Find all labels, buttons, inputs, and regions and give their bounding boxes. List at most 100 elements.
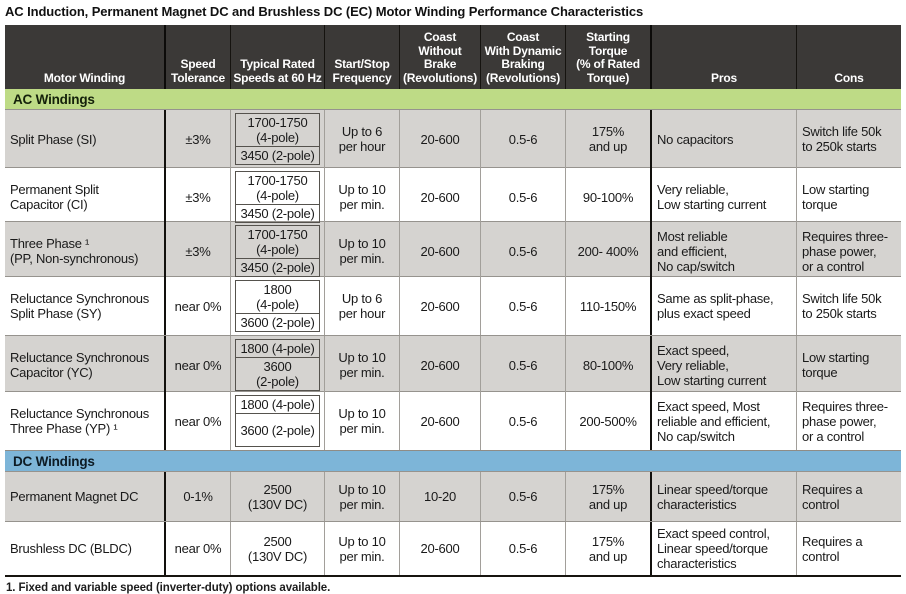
cell-coast-dynamic-braking: 0.5-6 <box>481 392 566 450</box>
cell-starting-torque: 175% and up <box>566 472 652 521</box>
cell-name: Permanent Split Capacitor (CI) <box>5 168 166 226</box>
cell-coast-dynamic-braking: 0.5-6 <box>481 336 566 394</box>
speed-box: 1700-1750 (4-pole) 3450 (2-pole) <box>235 225 320 277</box>
cell-start-stop-frequency: Up to 10 per min. <box>325 222 400 280</box>
speed-box-bottom: 3450 (2-pole) <box>240 206 315 221</box>
cell-speed-tolerance: near 0% <box>166 277 231 335</box>
table-row-split-phase: Split Phase (SI) ±3% 1700-1750 (4-pole) … <box>5 109 901 168</box>
cell-pros: Linear speed/torque characteristics <box>652 472 797 521</box>
cell-pros: Exact speed, Very reliable, Low starting… <box>652 336 797 394</box>
cell-name: Reluctance Synchronous Capacitor (YC) <box>5 336 166 394</box>
speed-box-top: 1800 (4-pole) <box>236 281 319 314</box>
speed-box-bottom: 3600 (2-pole) <box>240 315 315 330</box>
speed-box-bottom: 3600 (2-pole) <box>256 359 299 389</box>
header-pros: Pros <box>652 25 797 89</box>
cell-coast-without-brake: 20-600 <box>400 522 481 575</box>
cell-rated-speeds: 1800 (4-pole) 3600 (2-pole) <box>231 277 325 335</box>
table-row-permanent-split-capacitor: Permanent Split Capacitor (CI) ±3% 1700-… <box>5 167 901 226</box>
cell-starting-torque: 175% and up <box>566 110 652 168</box>
cell-pros: Exact speed, Most reliable and efficient… <box>652 392 797 450</box>
cell-starting-torque: 110-150% <box>566 277 652 335</box>
cell-speed-tolerance: near 0% <box>166 392 231 450</box>
cell-start-stop-frequency: Up to 10 per min. <box>325 336 400 394</box>
speed-box-bottom: 3450 (2-pole) <box>240 260 315 275</box>
cell-starting-torque: 80-100% <box>566 336 652 394</box>
cell-cons: Switch life 50k to 250k starts <box>802 291 882 321</box>
cell-start-stop-frequency: Up to 6 per hour <box>325 277 400 335</box>
cell-name: Reluctance Synchronous Split Phase (SY) <box>5 277 166 335</box>
section-dc-windings: DC Windings <box>5 450 901 471</box>
cell-speed-tolerance: near 0% <box>166 522 231 575</box>
header-rated-speeds: Typical Rated Speeds at 60 Hz <box>231 25 325 89</box>
speed-box: 1800 (4-pole) 3600 (2-pole) <box>235 395 320 447</box>
cell-name: Permanent Magnet DC <box>5 472 166 521</box>
cell-starting-torque: 200-500% <box>566 392 652 450</box>
table-row-brushless-dc: Brushless DC (BLDC) near 0% 2500 (130V D… <box>5 521 901 575</box>
cell-start-stop-frequency: Up to 6 per hour <box>325 110 400 168</box>
cell-start-stop-frequency: Up to 10 per min. <box>325 522 400 575</box>
cell-coast-dynamic-braking: 0.5-6 <box>481 110 566 168</box>
cell-rated-speeds: 1700-1750 (4-pole) 3450 (2-pole) <box>231 110 325 168</box>
cell-cons: Low starting torque <box>802 182 870 212</box>
header-coast-dynamic-braking: Coast With Dynamic Braking (Revolutions) <box>481 25 566 89</box>
cell-rated-speeds: 1700-1750 (4-pole) 3450 (2-pole) <box>231 168 325 226</box>
speed-box: 1700-1750 (4-pole) 3450 (2-pole) <box>235 171 320 223</box>
table-row-reluctance-three-phase: Reluctance Synchronous Three Phase (YP) … <box>5 391 901 450</box>
table-header-row: Motor Winding Speed Tolerance Typical Ra… <box>5 25 901 89</box>
table-row-reluctance-split-phase: Reluctance Synchronous Split Phase (SY) … <box>5 276 901 335</box>
cell-cons: Requires a control <box>802 533 863 564</box>
cell-name: Reluctance Synchronous Three Phase (YP) … <box>5 392 166 450</box>
header-start-stop-frequency: Start/Stop Frequency <box>325 25 400 89</box>
cell-coast-dynamic-braking: 0.5-6 <box>481 277 566 335</box>
speed-box-bottom: 3450 (2-pole) <box>240 148 315 163</box>
cell-starting-torque: 200- 400% <box>566 222 652 280</box>
footnote: 1. Fixed and variable speed (inverter-du… <box>6 582 331 594</box>
cell-coast-dynamic-braking: 0.5-6 <box>481 522 566 575</box>
cell-name: Three Phase ¹ (PP, Non-synchronous) <box>5 222 166 280</box>
speed-box-bottom: 3600 (2-pole) <box>240 422 315 438</box>
cell-speed-tolerance: near 0% <box>166 336 231 394</box>
header-starting-torque: Starting Torque (% of Rated Torque) <box>566 25 652 89</box>
cell-pros: Exact speed control, Linear speed/torque… <box>652 522 797 575</box>
cell-cons: Low starting torque <box>802 350 870 380</box>
cell-rated-speeds: 2500 (130V DC) <box>231 472 325 521</box>
cell-coast-without-brake: 20-600 <box>400 277 481 335</box>
page-title: AC Induction, Permanent Magnet DC and Br… <box>5 4 644 19</box>
cell-coast-dynamic-braking: 0.5-6 <box>481 222 566 280</box>
speed-box-top: 1700-1750 (4-pole) <box>236 172 319 205</box>
cell-coast-without-brake: 10-20 <box>400 472 481 521</box>
cell-cons: Requires three- phase power, or a contro… <box>802 228 888 274</box>
table-row-permanent-magnet-dc: Permanent Magnet DC 0-1% 2500 (130V DC) … <box>5 471 901 521</box>
table-row-three-phase: Three Phase ¹ (PP, Non-synchronous) ±3% … <box>5 221 901 280</box>
cell-speed-tolerance: ±3% <box>166 110 231 168</box>
speed-box-top: 1800 (4-pole) <box>236 396 319 414</box>
cell-coast-without-brake: 20-600 <box>400 336 481 394</box>
cell-rated-speeds: 1800 (4-pole) 3600 (2-pole) <box>231 336 325 394</box>
cell-speed-tolerance: ±3% <box>166 222 231 280</box>
cell-start-stop-frequency: Up to 10 per min. <box>325 168 400 226</box>
header-motor-winding: Motor Winding <box>5 25 166 89</box>
cell-cons: Requires a control <box>802 481 863 512</box>
cell-coast-dynamic-braking: 0.5-6 <box>481 472 566 521</box>
cell-cons: Switch life 50k to 250k starts <box>802 124 882 154</box>
speed-box: 1700-1750 (4-pole) 3450 (2-pole) <box>235 113 320 165</box>
cell-speed-tolerance: ±3% <box>166 168 231 226</box>
section-dc-label: DC Windings <box>13 453 95 469</box>
table-row-reluctance-capacitor: Reluctance Synchronous Capacitor (YC) ne… <box>5 335 901 394</box>
winding-table: Motor Winding Speed Tolerance Typical Ra… <box>5 25 901 577</box>
cell-rated-speeds: 2500 (130V DC) <box>231 522 325 575</box>
cell-start-stop-frequency: Up to 10 per min. <box>325 472 400 521</box>
cell-pros: Same as split-phase, plus exact speed <box>652 277 797 335</box>
header-coast-without-brake: Coast Without Brake (Revolutions) <box>400 25 481 89</box>
speed-box: 1800 (4-pole) 3600 (2-pole) <box>235 339 320 391</box>
cell-pros: Very reliable, Low starting current <box>652 168 797 226</box>
cell-name: Split Phase (SI) <box>5 110 166 168</box>
section-ac-label: AC Windings <box>13 91 95 107</box>
cell-coast-without-brake: 20-600 <box>400 168 481 226</box>
speed-box-top: 1700-1750 (4-pole) <box>236 226 319 259</box>
cell-pros: Most reliable and efficient, No cap/swit… <box>652 222 797 280</box>
cell-coast-without-brake: 20-600 <box>400 392 481 450</box>
speed-box-top: 1800 (4-pole) <box>236 340 319 358</box>
header-speed-tolerance: Speed Tolerance <box>166 25 231 89</box>
cell-starting-torque: 175% and up <box>566 522 652 575</box>
